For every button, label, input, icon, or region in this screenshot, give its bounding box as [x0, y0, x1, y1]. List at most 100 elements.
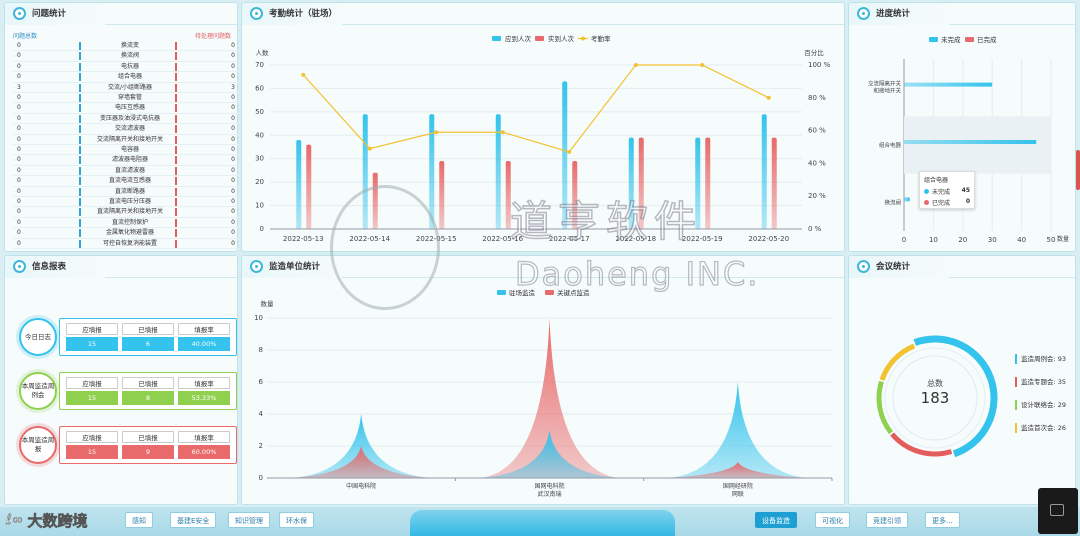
y-tick-label: 2: [259, 442, 263, 450]
x-axis-label: 数量: [1057, 235, 1069, 243]
progress-panel: 进度统计 0 10 20 30 40 50 数量 换流阀 组合电器 交流隔离开关 和接地开关 未完成已…: [848, 2, 1076, 252]
table-row: 0 直流滤波器 0: [13, 166, 239, 177]
y-tick-left: 20: [255, 178, 264, 186]
y-axis-label-right: 百分比: [804, 48, 824, 57]
bar-actual: [771, 137, 777, 229]
bar-unfinished: [904, 197, 910, 202]
bar-left: [79, 114, 81, 123]
donut-slice: [876, 380, 894, 435]
bar-left: [79, 177, 81, 186]
bar-left: [79, 229, 81, 238]
info-report-title: 信息报表: [32, 262, 67, 272]
donut-slice: [913, 335, 998, 458]
x-tick-label: 2022-05-18: [615, 235, 656, 243]
bar-actual: [572, 161, 578, 229]
bar-right: [175, 135, 177, 144]
table-row: 0 直流控制保护 0: [13, 218, 239, 229]
meeting-legend: 监造周例会: 93 监造专题会: 35 设计联络会: 29 监造首次会: 26: [1015, 354, 1075, 446]
legend-label: 实到人次: [548, 34, 575, 43]
issue-category: 直流断路器: [114, 187, 145, 195]
report-head: 填报率: [178, 431, 230, 443]
bar-right: [175, 104, 177, 113]
footer-btn-environment[interactable]: 环水保: [279, 512, 314, 528]
report-value: 9: [122, 445, 174, 459]
bar-left: [79, 239, 81, 248]
tooltip-row: 未完成 45: [924, 187, 970, 196]
footer-btn-safety[interactable]: 基建E安全: [170, 512, 217, 528]
bar-actual: [638, 137, 644, 229]
meeting-donut-chart: [876, 335, 998, 458]
footer-btn-knowledge[interactable]: 知识管理: [228, 512, 270, 528]
bar-right: [175, 94, 177, 102]
footer-btn-leading[interactable]: 竞建引领: [866, 512, 908, 528]
tooltip-row: 已完成 0: [924, 198, 970, 207]
bar-unfinished: [904, 82, 993, 87]
y-tick-left: 0: [260, 225, 264, 233]
issue-category: 交流滤波器: [114, 125, 145, 133]
side-scroll-handle[interactable]: [1076, 150, 1080, 190]
bar-left: [79, 94, 81, 102]
issue-total: 0: [17, 104, 21, 112]
x-tick-label: 40: [1017, 236, 1026, 244]
bar-right: [175, 187, 177, 196]
issue-pending: 0: [231, 135, 235, 143]
issue-pending: 0: [231, 166, 235, 174]
bar-actual: [705, 137, 711, 229]
spike-keypoint: [289, 446, 433, 478]
table-row: 0 交流滤波器 0: [13, 124, 239, 135]
meeting-panel: 会议统计 总数 183 监造周例会: 93 监造专题会: 35 设计联络会: 29 监…: [848, 255, 1076, 505]
bar-left: [79, 218, 81, 227]
issue-total: 0: [17, 166, 21, 174]
footer-btn-perception[interactable]: 感知: [125, 512, 153, 528]
issue-total: 0: [17, 52, 21, 60]
report-value: 53.33%: [178, 391, 230, 405]
issue-total: 0: [17, 177, 21, 185]
issue-pending: 0: [231, 187, 235, 195]
bar-right: [175, 83, 177, 92]
panel-icon: [13, 260, 26, 273]
bar-left: [79, 125, 81, 134]
bar-left: [79, 83, 81, 92]
x-tick-label: 武汉南瑞: [537, 490, 561, 498]
meeting-title: 会议统计: [876, 262, 911, 272]
footer-btn-equipment[interactable]: 设备监造: [755, 512, 797, 528]
bar-left: [79, 166, 81, 175]
x-tick-label: 2022-05-14: [349, 235, 390, 243]
table-row: 0 交流隔离开关和接地开关 0: [13, 135, 239, 145]
report-value: 40.00%: [178, 337, 230, 351]
panel-icon: [250, 7, 263, 20]
bar-right: [175, 208, 177, 217]
report-box: 应填报 已填报 填报率 15 6 40.00%: [59, 318, 237, 356]
issue-pending: 0: [231, 94, 235, 101]
y-tick-label: 组合电器: [879, 141, 902, 149]
report-card: 今日日志 应填报 已填报 填报率 15 6 40.00%: [15, 316, 239, 358]
report-head: 已填报: [122, 323, 174, 335]
bar-left: [79, 104, 81, 113]
legend-item: 设计联络会: 29: [1015, 400, 1075, 410]
rate-point: [301, 72, 306, 77]
report-value: 15: [66, 337, 118, 351]
x-tick-label: 50: [1047, 236, 1056, 244]
footer-center-deco: [410, 510, 675, 536]
issue-pending: 0: [231, 146, 235, 153]
y-tick-label: 交流隔离开关: [868, 80, 902, 88]
footer-btn-more[interactable]: 更多...: [925, 512, 960, 528]
legend-swatch: [581, 36, 585, 41]
bar-expected: [761, 114, 767, 229]
issue-total: 0: [17, 62, 21, 70]
legend-swatch: [497, 290, 506, 295]
donut-slice: [890, 432, 953, 457]
bar-left: [79, 135, 81, 144]
footer-btn-visualization[interactable]: 可视化: [815, 512, 850, 528]
progress-chart: 0 10 20 30 40 50 数量 换流阀 组合电器 交流隔离开关和接地开关 未完成 已完成: [868, 35, 1069, 244]
issue-pending: 0: [231, 114, 235, 122]
rate-point: [700, 63, 705, 67]
issue-total: 3: [17, 83, 21, 91]
issue-total: 0: [17, 73, 21, 81]
y-tick-label: 换流阀: [884, 198, 901, 206]
bar-unfinished: [904, 140, 1037, 144]
donut-inner-ring: [884, 347, 986, 449]
legend-swatch: [492, 36, 501, 41]
issue-category: 金属氧化物避雷器: [105, 229, 154, 237]
corner-widget[interactable]: [1038, 488, 1078, 534]
